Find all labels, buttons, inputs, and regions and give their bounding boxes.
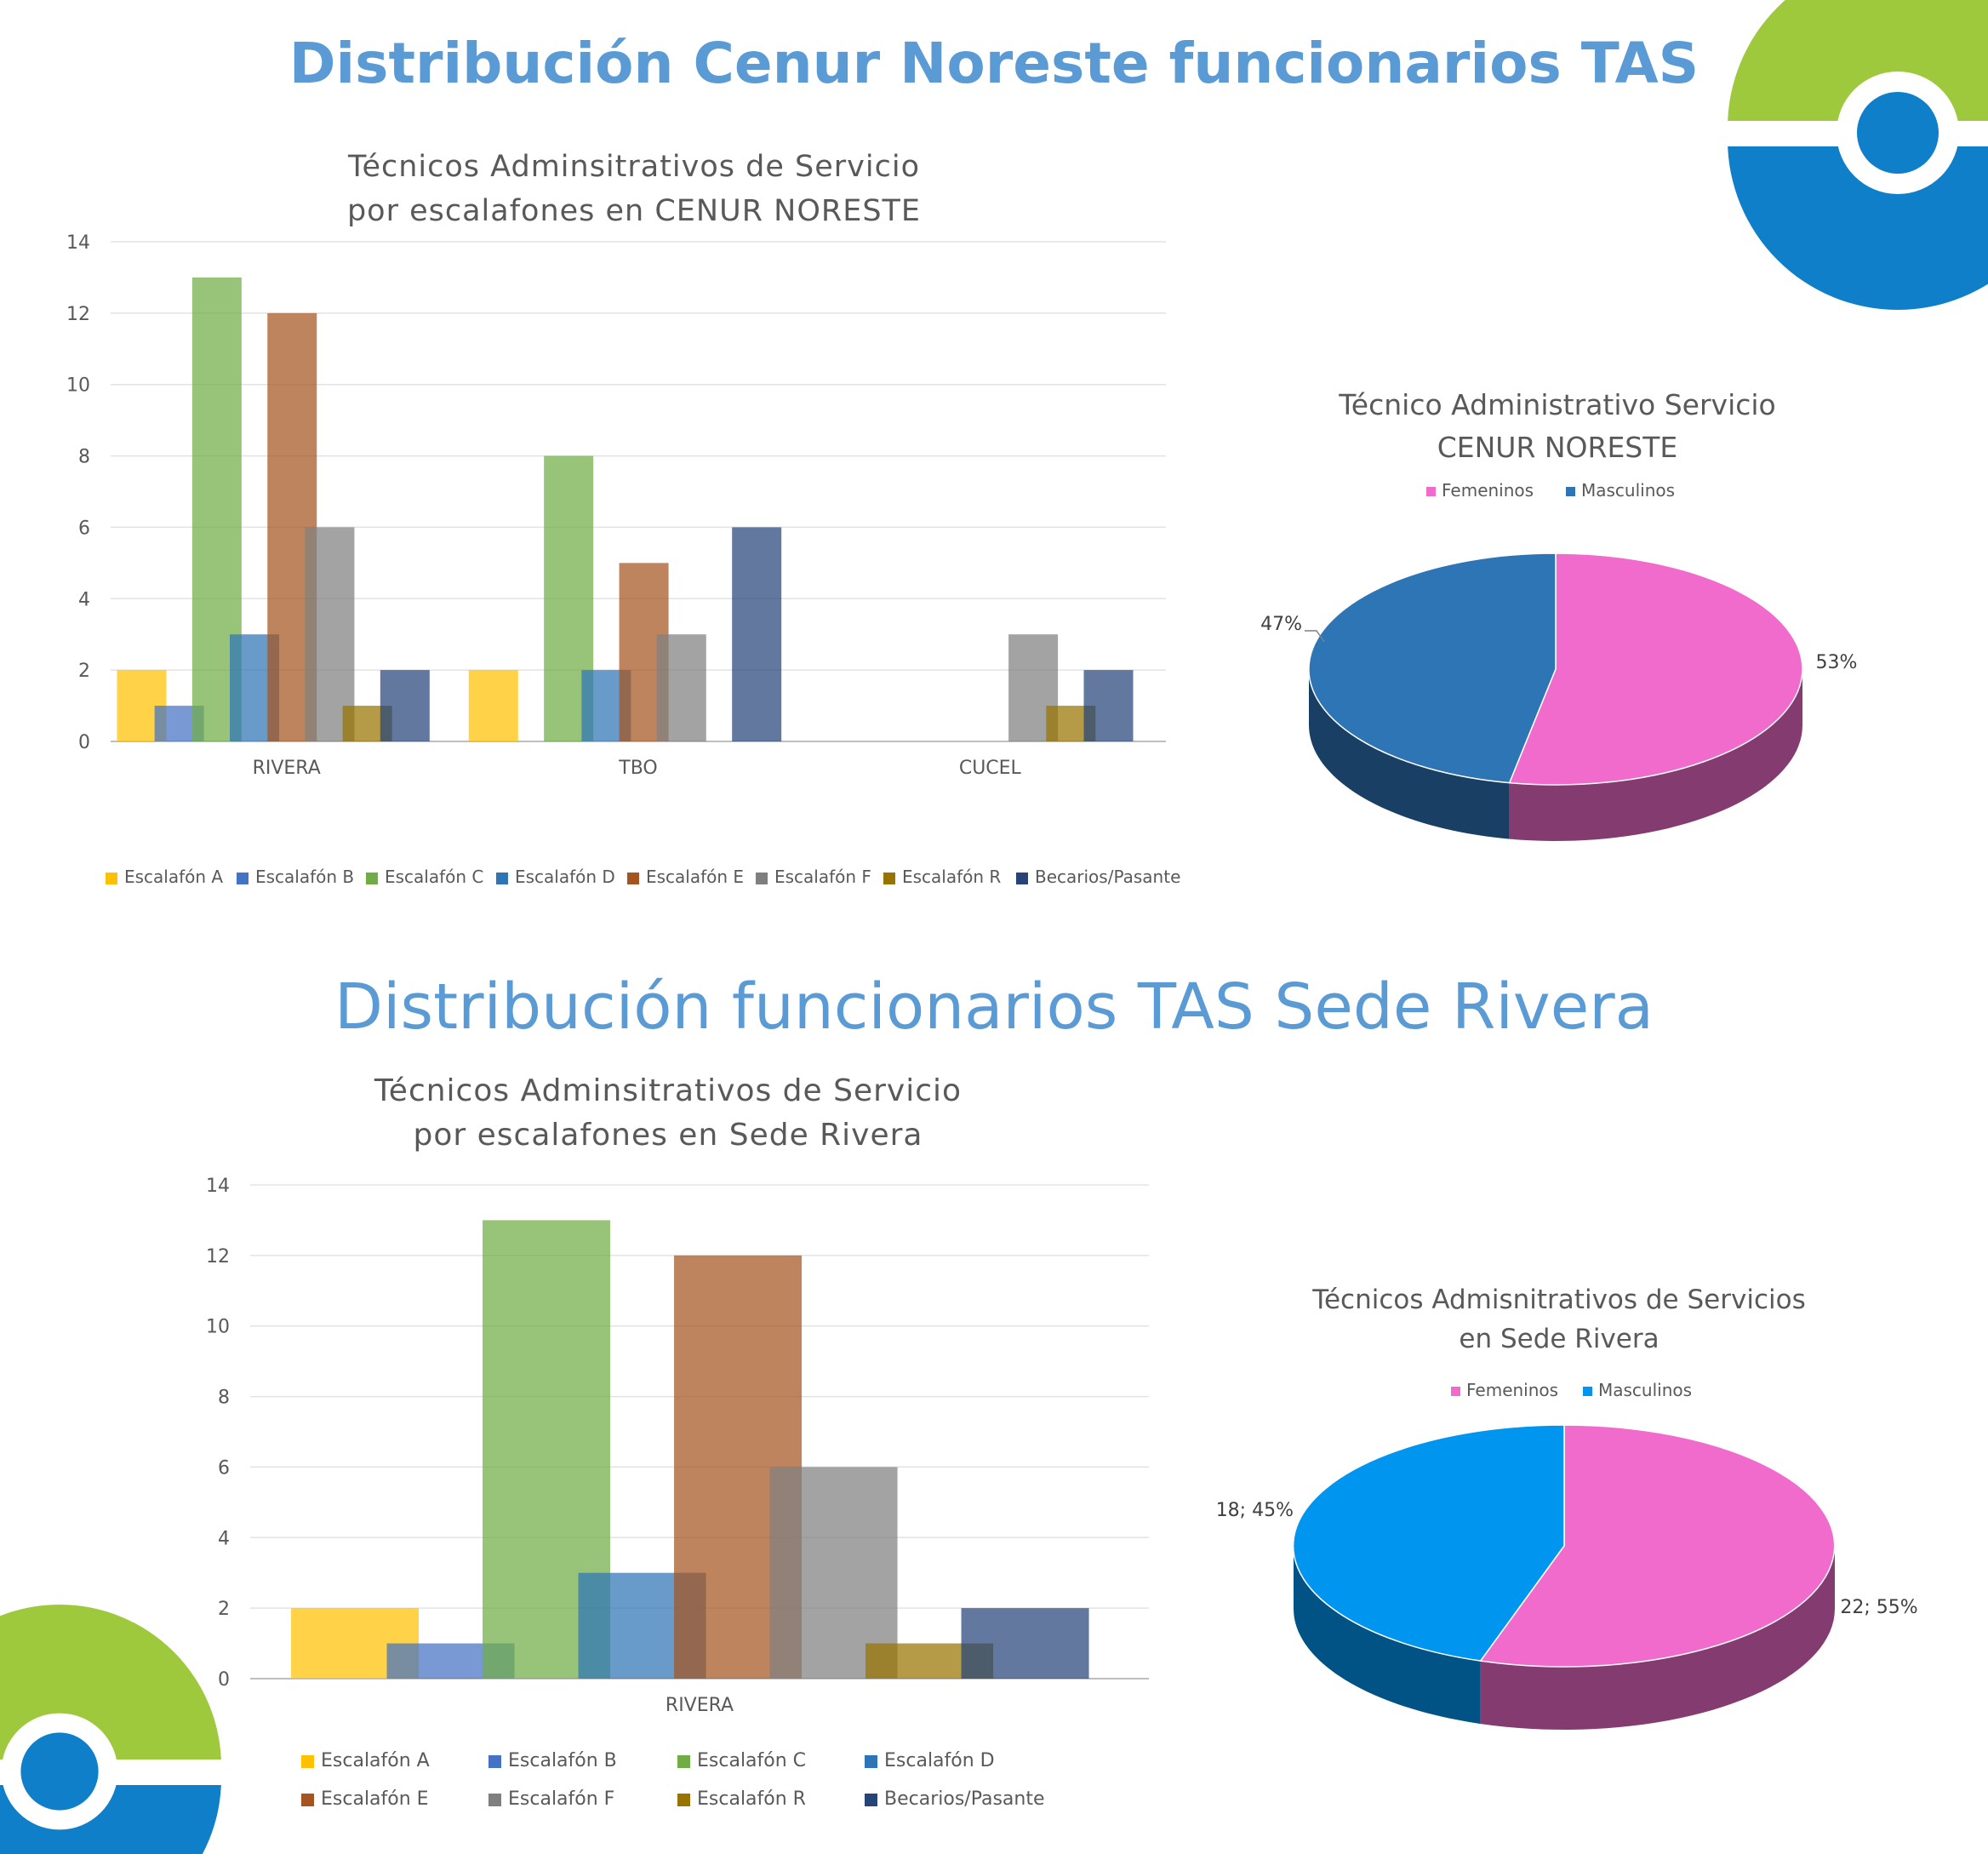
legend-swatch <box>865 1755 877 1768</box>
legend-label: Escalafón C <box>697 1750 806 1771</box>
logo-bottom-left <box>0 1605 221 1854</box>
legend-label: Escalafón E <box>646 867 744 887</box>
legend-label: Femeninos <box>1466 1380 1558 1400</box>
bar-escalaf-n-a-tbo <box>468 670 518 741</box>
legend-swatch <box>627 873 639 884</box>
legend-swatch <box>1426 487 1436 496</box>
bar-chart-2: Técnicos Adminsitrativos de Servicio por … <box>206 1073 1149 1810</box>
y-tick-label: 14 <box>66 232 90 254</box>
bar-becarios-pasante-rivera <box>380 670 430 741</box>
y-tick-label: 12 <box>66 304 90 325</box>
legend-label: Femeninos <box>1442 480 1534 501</box>
legend-swatch <box>677 1755 690 1768</box>
legend-swatch <box>488 1794 501 1806</box>
legend-label: Escalafón A <box>124 867 223 887</box>
pie-side-femeninos <box>1509 669 1802 841</box>
bar-chart-title-line: por escalafones en Sede Rivera <box>414 1118 923 1153</box>
pie-chart-2: Técnicos Admisnitrativos de Servicios en … <box>1216 1285 1918 1730</box>
pie-side-femeninos <box>1480 1546 1835 1730</box>
x-category-label: RIVERA <box>666 1695 734 1716</box>
y-tick-label: 4 <box>78 589 90 610</box>
y-tick-label: 0 <box>78 732 90 753</box>
y-tick-label: 10 <box>206 1317 230 1338</box>
legend-swatch <box>865 1794 877 1806</box>
x-category-label: CUCEL <box>959 758 1022 779</box>
legend-label: Becarios/Pasante <box>1035 867 1180 887</box>
legend-swatch <box>496 873 508 884</box>
y-tick-label: 4 <box>218 1528 230 1549</box>
bar-becarios-pasante-rivera <box>961 1608 1089 1679</box>
pie-chart-title-line: Técnicos Admisnitrativos de Servicios <box>1311 1285 1805 1315</box>
pie-slice-femeninos <box>1508 552 1803 786</box>
legend-swatch <box>756 873 768 884</box>
pie-data-label: 47% <box>1260 614 1302 635</box>
y-tick-label: 0 <box>218 1669 230 1691</box>
legend-swatch <box>237 873 248 884</box>
legend-label: Escalafón A <box>321 1750 430 1771</box>
legend-label: Masculinos <box>1598 1380 1692 1400</box>
y-tick-label: 6 <box>218 1457 230 1479</box>
pie-data-label: 22; 55% <box>1840 1597 1917 1618</box>
legend-swatch <box>1451 1387 1460 1396</box>
bar-chart-1: Técnicos Adminsitrativos de Servicio por … <box>66 150 1180 887</box>
legend-swatch <box>883 873 895 884</box>
legend-swatch <box>301 1755 314 1768</box>
pie-chart-title-line: CENUR NORESTE <box>1437 431 1678 464</box>
pie-slice-masculinos <box>1308 552 1557 784</box>
legend-swatch <box>106 873 117 884</box>
bar-chart-title-line: Técnicos Adminsitrativos de Servicio <box>374 1073 962 1108</box>
y-tick-label: 6 <box>78 518 90 539</box>
logo-top-right <box>1728 0 1988 310</box>
x-category-label: RIVERA <box>253 758 321 779</box>
logo-center <box>1857 92 1939 174</box>
y-tick-label: 14 <box>206 1176 230 1197</box>
bar-becarios-pasante-tbo <box>732 527 782 741</box>
pie-chart-title-line: en Sede Rivera <box>1459 1324 1659 1354</box>
pie-chart-title-line: Técnico Administrativo Servicio <box>1338 388 1776 421</box>
legend-swatch <box>366 873 378 884</box>
pie-slice-masculinos <box>1292 1424 1565 1662</box>
legend-label: Escalafón B <box>508 1750 617 1771</box>
legend-label: Escalafón C <box>385 867 483 887</box>
pie-side-masculinos <box>1294 1546 1481 1725</box>
legend-swatch <box>1583 1387 1592 1396</box>
legend-label: Escalafón R <box>697 1788 806 1810</box>
legend-label: Escalafón R <box>902 867 1001 887</box>
bar-escalaf-n-f-tbo <box>656 634 706 741</box>
legend-swatch <box>301 1794 314 1806</box>
x-category-label: TBO <box>618 758 657 779</box>
legend-label: Escalafón E <box>321 1788 429 1810</box>
pie-slice-femeninos <box>1479 1424 1836 1668</box>
legend-label: Escalafón D <box>515 867 615 887</box>
y-tick-label: 12 <box>206 1246 230 1267</box>
y-tick-label: 2 <box>218 1599 230 1620</box>
pie-data-label: 18; 45% <box>1216 1500 1294 1521</box>
y-tick-label: 2 <box>78 661 90 682</box>
legend-swatch <box>1566 487 1575 496</box>
legend-swatch <box>1016 873 1028 884</box>
legend-swatch <box>488 1755 501 1768</box>
pie-data-label: 53% <box>1816 652 1858 673</box>
page-title-cenur: Distribución Cenur Noreste funcionarios … <box>288 31 1700 96</box>
y-tick-label: 10 <box>66 375 90 397</box>
page-title-sede-rivera: Distribución funcionarios TAS Sede River… <box>334 970 1654 1044</box>
legend-swatch <box>677 1794 690 1806</box>
bar-chart-title-line: por escalafones en CENUR NORESTE <box>347 194 921 228</box>
logo-center <box>20 1732 99 1811</box>
bar-chart-title-line: Técnicos Adminsitrativos de Servicio <box>347 150 920 184</box>
legend-label: Becarios/Pasante <box>884 1788 1045 1810</box>
legend-label: Escalafón D <box>884 1750 995 1771</box>
legend-label: Escalafón F <box>774 867 871 887</box>
y-tick-label: 8 <box>218 1388 230 1409</box>
pie-chart-1: Técnico Administrativo Servicio CENUR NOR… <box>1260 388 1857 841</box>
pie-leader-line <box>1305 630 1325 643</box>
pie-side-masculinos <box>1309 669 1510 839</box>
legend-label: Escalafón B <box>255 867 354 887</box>
legend-label: Masculinos <box>1581 480 1675 501</box>
y-tick-label: 8 <box>78 447 90 468</box>
bar-becarios-pasante-cucel <box>1083 670 1134 741</box>
legend-label: Escalafón F <box>508 1788 614 1810</box>
